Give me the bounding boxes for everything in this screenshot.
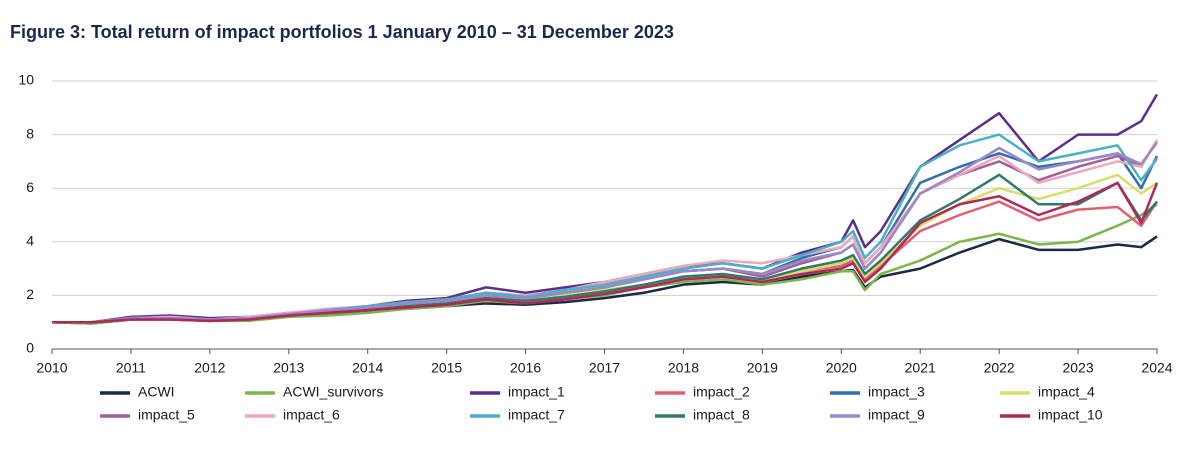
x-tick-label: 2010: [36, 360, 67, 376]
legend-label: impact_9: [868, 407, 925, 423]
chart-title: Figure 3: Total return of impact portfol…: [10, 22, 674, 42]
x-tick-label: 2019: [747, 360, 778, 376]
x-tick-label: 2024: [1141, 360, 1172, 376]
series-line: [51, 235, 1158, 325]
x-tick-label: 2018: [668, 360, 699, 376]
series-line: [51, 203, 1158, 325]
legend-label: impact_2: [693, 384, 750, 400]
y-tick-label: 8: [26, 125, 34, 141]
series-line: [52, 181, 1159, 324]
legend-label: impact_3: [868, 384, 925, 400]
x-tick-label: 2021: [905, 360, 936, 376]
legend-label: impact_10: [1038, 407, 1103, 423]
y-tick-label: 2: [26, 286, 34, 302]
legend-label: ACWI: [138, 384, 175, 400]
x-tick-label: 2011: [116, 360, 146, 376]
y-tick-label: 4: [26, 233, 34, 249]
legend: ACWI ACWI_survivors impact_1 impact_2 impact…: [100, 384, 1103, 423]
series-line: [52, 200, 1159, 324]
x-tick-label: 2015: [431, 360, 462, 376]
legend-label: impact_7: [508, 407, 565, 423]
y-tick-label: 0: [26, 340, 34, 356]
x-tick-label: 2016: [510, 360, 541, 376]
x-tick-label: 2017: [589, 360, 620, 376]
x-tick-label: 2014: [352, 360, 383, 376]
legend-label: impact_6: [283, 407, 340, 423]
axes: 0 2 4 6 8 10 2010 2011 2012 2013 2014 2015 2016 2017 2…: [18, 72, 1172, 376]
legend-label: impact_4: [1038, 384, 1095, 400]
lines: [51, 93, 1159, 325]
y-tick-label: 10: [18, 72, 34, 88]
legend-label: impact_8: [693, 407, 750, 423]
x-tick-label: 2012: [194, 360, 225, 376]
x-tick-label: 2022: [984, 360, 1015, 376]
series-line: [52, 141, 1159, 324]
x-tick-label: 2013: [273, 360, 304, 376]
y-tick-label: 6: [26, 179, 34, 195]
legend-label: impact_5: [138, 407, 195, 423]
grid: [52, 80, 1157, 350]
series-line: [52, 139, 1159, 324]
x-tick-label: 2020: [826, 360, 857, 376]
legend-label: impact_1: [508, 384, 565, 400]
x-tick-label: 2023: [1062, 360, 1093, 376]
legend-label: ACWI_survivors: [283, 384, 383, 400]
